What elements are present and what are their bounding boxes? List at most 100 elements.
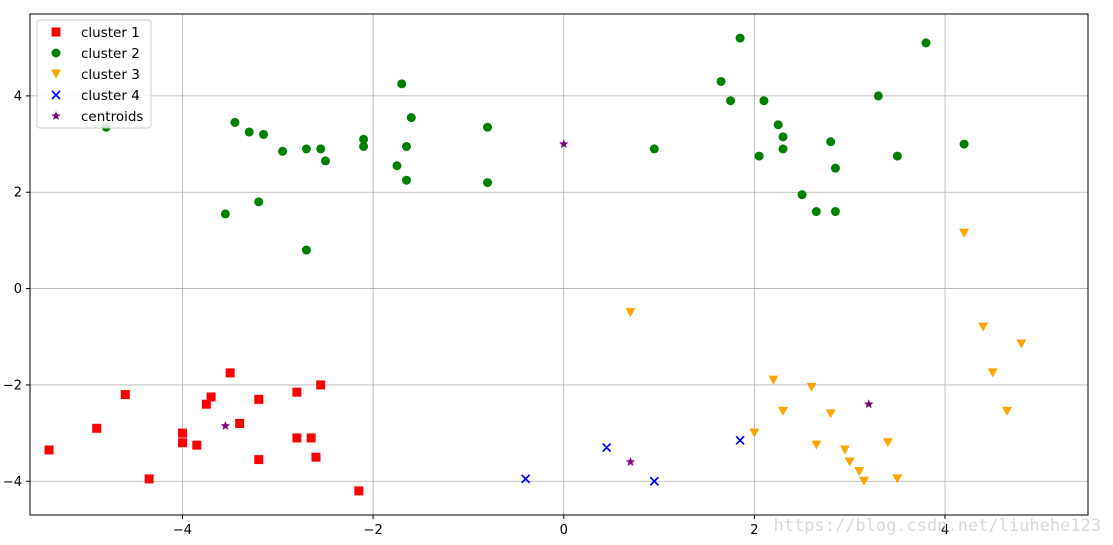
cluster-3-point bbox=[806, 382, 817, 392]
cluster-1-point bbox=[120, 390, 130, 400]
legend-label-centroids: centroids bbox=[81, 109, 143, 125]
cluster-3-point bbox=[978, 322, 989, 332]
cluster-1-point bbox=[225, 368, 235, 378]
legend-label-cluster-2: cluster 2 bbox=[81, 46, 140, 62]
cluster-3-point bbox=[882, 438, 893, 448]
legend-marker-cluster-1 bbox=[51, 27, 61, 37]
cluster-1-point bbox=[254, 394, 264, 404]
cluster-4-point bbox=[602, 442, 612, 453]
cluster-2-point bbox=[830, 207, 840, 217]
cluster-3-point bbox=[854, 467, 865, 477]
cluster-2-point bbox=[649, 144, 659, 154]
cluster-1-point bbox=[254, 455, 264, 465]
legend: cluster 1 cluster 2 cluster 3 cluster 4 cent… bbox=[36, 19, 152, 129]
series-cluster-3 bbox=[625, 228, 1027, 486]
x-tick-label: −2 bbox=[364, 523, 383, 538]
cluster-1-point bbox=[311, 452, 321, 462]
legend-marker-cluster-2 bbox=[51, 48, 61, 58]
centroids-point bbox=[559, 139, 569, 149]
axis-ticks: −4 −2 0 2 4 −4 −2 0 2 4 bbox=[3, 89, 949, 538]
y-tick-label: −2 bbox=[3, 378, 22, 393]
cluster-1-point bbox=[306, 433, 316, 443]
cluster-3-point bbox=[987, 368, 998, 378]
cluster-4-point bbox=[521, 474, 531, 484]
y-tick-label: 0 bbox=[14, 282, 22, 297]
cluster-1-point bbox=[316, 380, 326, 390]
cluster-2-point bbox=[392, 161, 402, 171]
cluster-1-point bbox=[178, 438, 188, 448]
cluster-2-point bbox=[244, 127, 254, 137]
cluster-3-point bbox=[839, 445, 850, 455]
cluster-1-point bbox=[44, 445, 54, 455]
cluster-2-point bbox=[797, 190, 807, 200]
cluster-2-point bbox=[778, 132, 788, 142]
cluster-3-point bbox=[1001, 406, 1012, 416]
cluster-2-point bbox=[301, 144, 311, 154]
x-tick-label: 0 bbox=[560, 523, 568, 538]
y-tick-label: 4 bbox=[14, 89, 22, 104]
cluster-1-point bbox=[92, 423, 102, 433]
centroids-point bbox=[220, 420, 231, 430]
cluster-1-point bbox=[178, 428, 188, 438]
cluster-3-point bbox=[625, 308, 636, 318]
cluster-3-point bbox=[859, 476, 870, 486]
cluster-2-point bbox=[754, 151, 764, 161]
cluster-3-point bbox=[768, 375, 779, 385]
y-tick-label: −4 bbox=[3, 475, 22, 490]
cluster-2-point bbox=[811, 207, 821, 217]
cluster-1-point bbox=[206, 392, 216, 402]
cluster-2-point bbox=[316, 144, 326, 154]
series-cluster-1 bbox=[44, 368, 364, 496]
cluster-2-point bbox=[259, 129, 269, 139]
cluster-3-point bbox=[825, 409, 836, 419]
legend-marker-cluster-3 bbox=[51, 69, 61, 79]
cluster-1-point bbox=[354, 486, 364, 496]
cluster-2-point bbox=[406, 113, 416, 123]
cluster-4-point bbox=[649, 476, 659, 486]
cluster-3-point bbox=[777, 406, 788, 416]
cluster-2-point bbox=[826, 137, 836, 147]
plot-frame bbox=[29, 13, 1089, 516]
cluster-3-point bbox=[749, 428, 760, 438]
legend-label-cluster-1: cluster 1 bbox=[81, 25, 140, 41]
cluster-1-point bbox=[144, 474, 154, 484]
cluster-3-point bbox=[844, 457, 855, 467]
cluster-2-point bbox=[397, 79, 407, 89]
centroids-point bbox=[864, 399, 874, 409]
legend-label-cluster-3: cluster 3 bbox=[81, 67, 140, 83]
series-centroids bbox=[220, 139, 874, 467]
cluster-1-point bbox=[292, 433, 302, 443]
cluster-2-point bbox=[921, 38, 931, 48]
cluster-2-point bbox=[716, 76, 726, 86]
x-tick-label: 4 bbox=[941, 523, 949, 538]
cluster-2-point bbox=[230, 117, 240, 127]
cluster-2-point bbox=[778, 144, 788, 154]
cluster-2-point bbox=[301, 245, 311, 255]
centroids-point bbox=[625, 457, 636, 467]
cluster-2-point bbox=[320, 156, 330, 166]
cluster-2-point bbox=[220, 209, 230, 219]
cluster-3-point bbox=[892, 474, 903, 484]
cluster-3-point bbox=[1016, 339, 1027, 349]
cluster-2-point bbox=[726, 96, 736, 106]
cluster-1-point bbox=[201, 399, 211, 409]
grid-lines bbox=[30, 14, 1088, 515]
cluster-2-point bbox=[892, 151, 902, 161]
cluster-2-point bbox=[401, 175, 411, 185]
cluster-2-point bbox=[278, 146, 288, 156]
cluster-2-point bbox=[773, 120, 783, 130]
cluster-2-point bbox=[759, 96, 769, 106]
cluster-2-point bbox=[483, 122, 493, 132]
legend-box bbox=[36, 19, 152, 129]
cluster-3-point bbox=[811, 440, 822, 450]
cluster-2-point bbox=[483, 178, 493, 188]
cluster-1-point bbox=[292, 387, 302, 397]
cluster-2-point bbox=[401, 141, 411, 151]
x-tick-label: 2 bbox=[750, 523, 758, 538]
cluster-2-point bbox=[959, 139, 969, 149]
cluster-1-point bbox=[192, 440, 202, 450]
y-tick-label: 2 bbox=[14, 186, 22, 201]
x-tick-label: −4 bbox=[173, 523, 192, 538]
cluster-2-point bbox=[830, 163, 840, 173]
